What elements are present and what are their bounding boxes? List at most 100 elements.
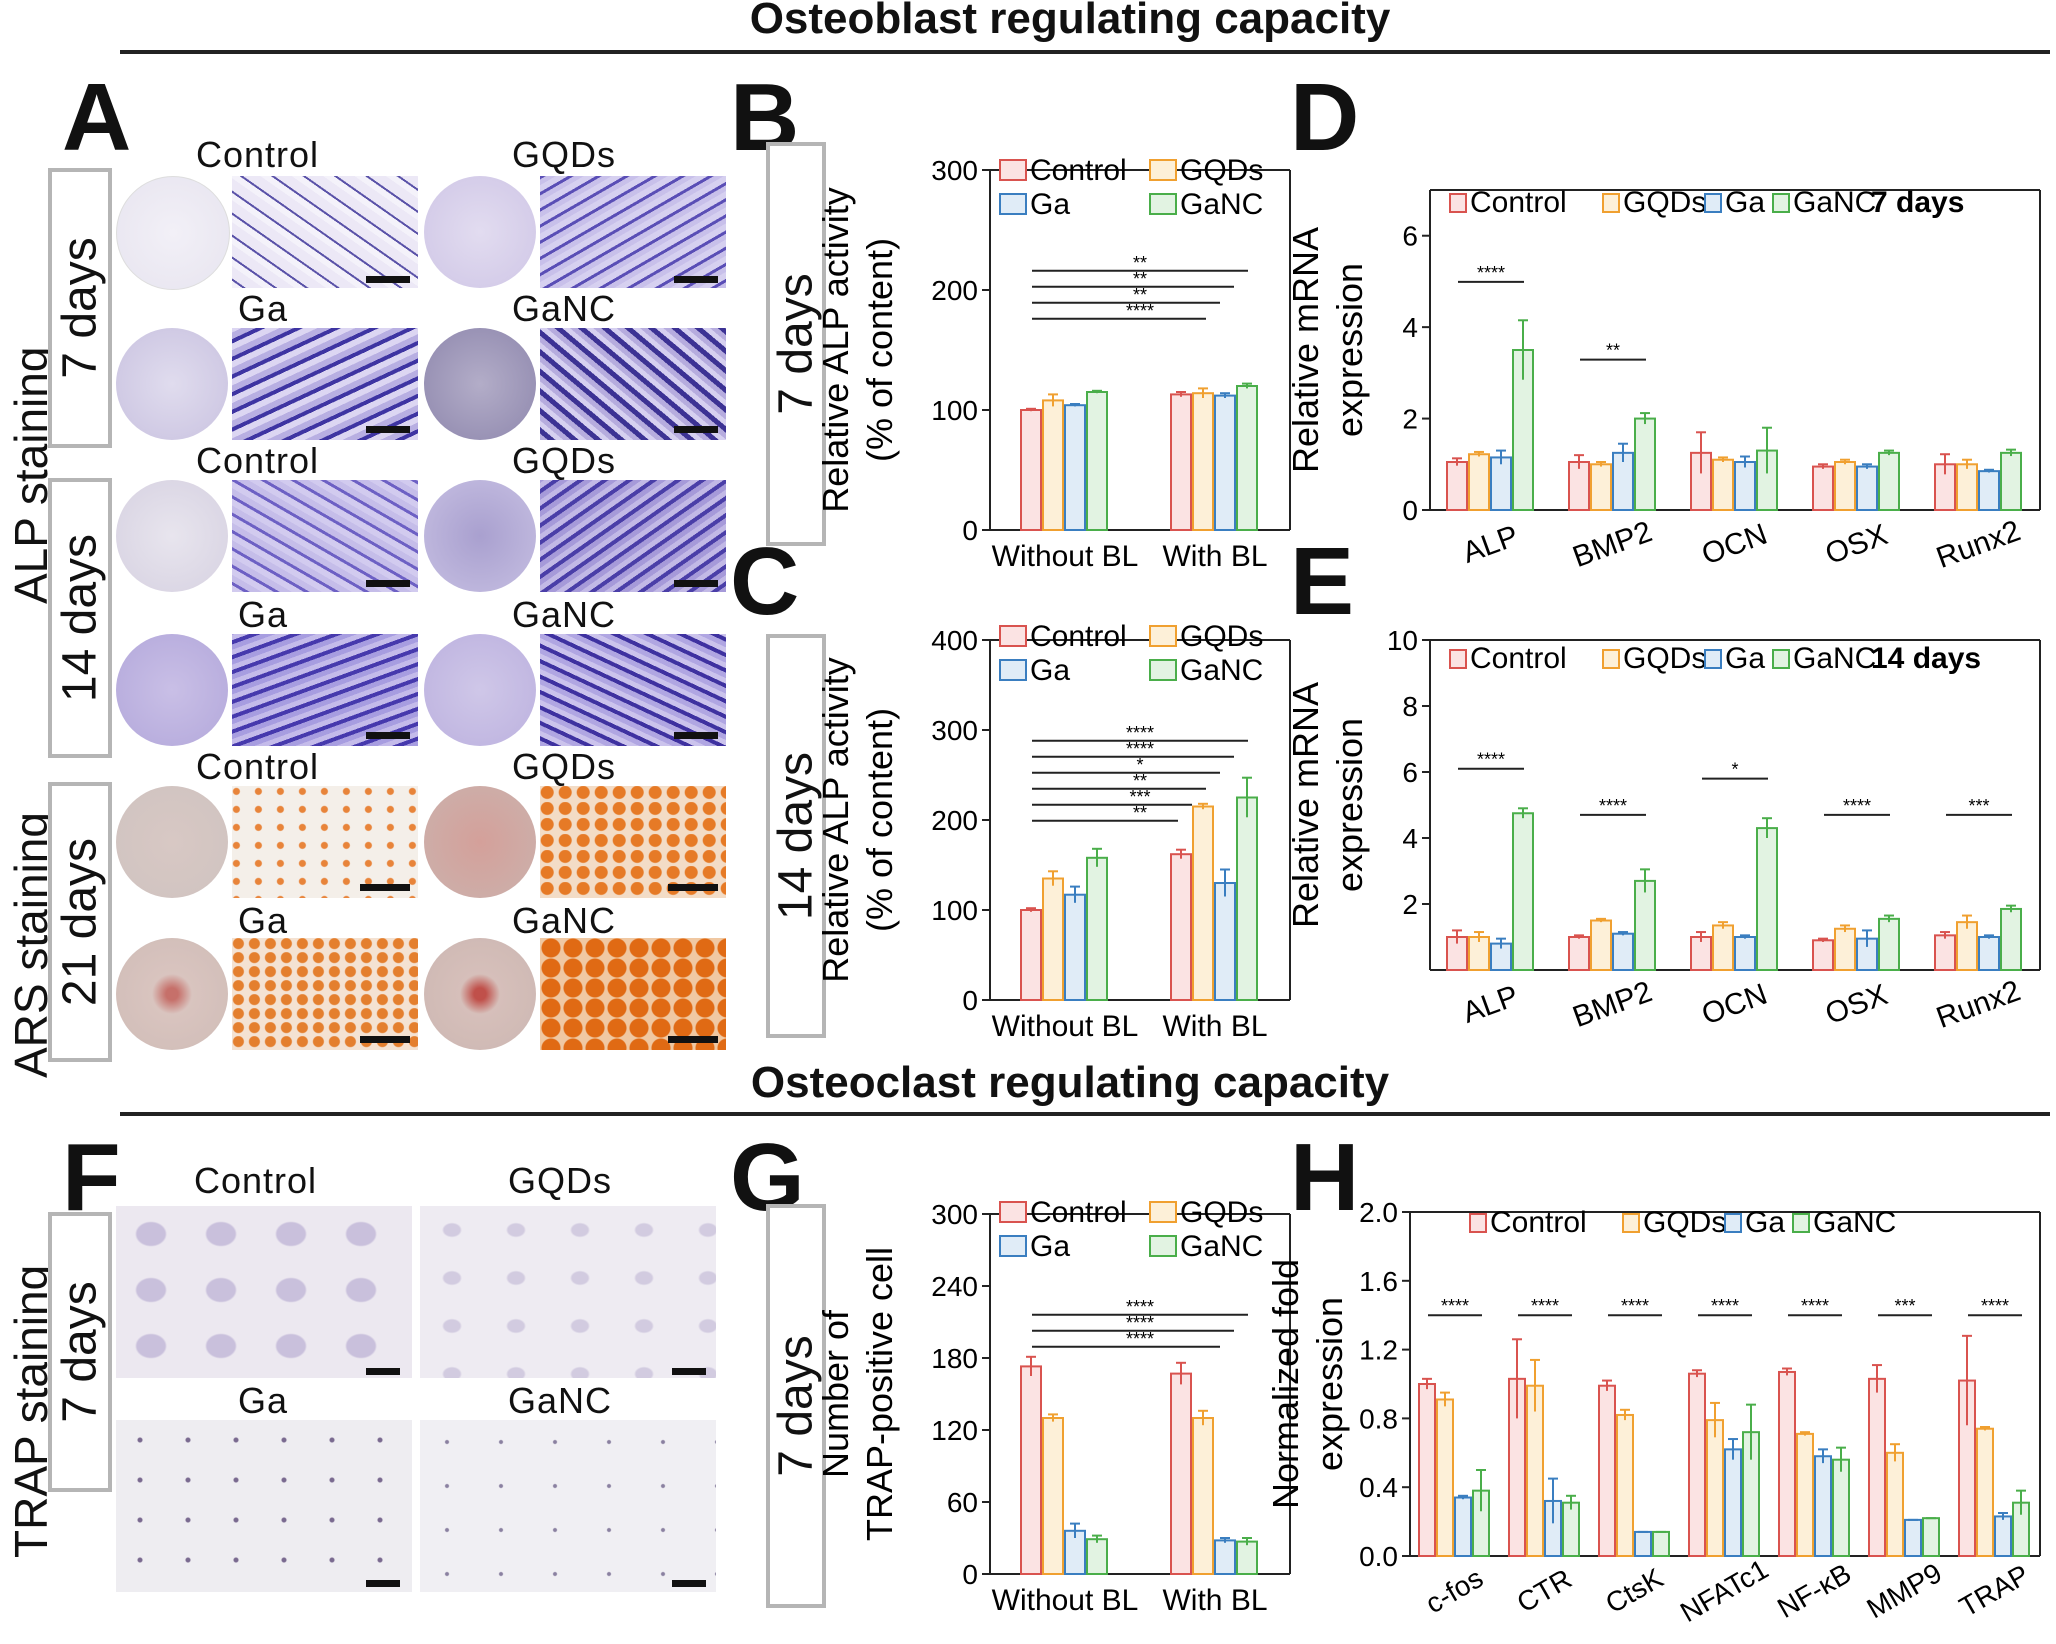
y-tick-label: 120 [931, 1415, 978, 1446]
bar-control [1020, 1365, 1042, 1575]
bar-ganc [1634, 417, 1656, 512]
significance-label: * [1731, 760, 1738, 780]
bar-control [1446, 461, 1468, 511]
significance-label: *** [1894, 1296, 1915, 1316]
y-axis-label: Normalized fold [1270, 1259, 1306, 1509]
legend-swatch-control [999, 159, 1027, 181]
legend-swatch-control [1449, 193, 1467, 213]
bar-control [1778, 1370, 1796, 1557]
y-tick-label: 400 [931, 625, 978, 656]
micro-ganc-14d [540, 634, 726, 746]
time-box-21days-ars: 21 days [48, 782, 112, 1062]
bar-ganc [1236, 385, 1258, 531]
significance-label: **** [1711, 1296, 1739, 1316]
bar-gqds [1192, 1417, 1214, 1575]
y-axis-label: (% of content) [859, 238, 900, 462]
y-tick-label: 200 [931, 275, 978, 306]
dish-ga-14d [116, 634, 228, 746]
micro-control-7d [232, 176, 418, 288]
micro-control-14d [232, 480, 418, 592]
bar-control [1418, 1383, 1436, 1557]
scale-bar [366, 426, 410, 433]
significance-label: **** [1126, 739, 1154, 759]
legend-label-ga: Ga [1030, 188, 1070, 221]
significance-label: **** [1843, 796, 1871, 816]
significance-label: *** [1129, 787, 1150, 807]
legend-label-ganc: GaNC [1793, 642, 1876, 675]
bar-ga [1734, 461, 1756, 511]
img-title-control-14d: Control [196, 440, 320, 481]
y-tick-label: 1.6 [1359, 1266, 1398, 1297]
significance-label: **** [1126, 1313, 1154, 1333]
significance-label: **** [1126, 301, 1154, 321]
bar-gqds [1886, 1451, 1904, 1557]
bar-ganc [1086, 391, 1108, 531]
bar-gqds [1956, 463, 1978, 511]
legend-swatch-control [999, 1201, 1027, 1223]
img-title-control-7d: Control [196, 134, 320, 175]
bar-ganc [1652, 1530, 1670, 1558]
bar-gqds [1590, 463, 1612, 511]
bar-ga [1064, 893, 1086, 1002]
y-axis-label: Relative ALP activity [820, 187, 856, 513]
y-tick-label: 2 [1402, 404, 1418, 435]
osteoblast-header: Osteoblast regulating capacity [749, 0, 1391, 43]
bar-ganc [1878, 917, 1900, 972]
legend-swatch-ganc [1792, 1213, 1810, 1233]
time-box-7days-trap: 7 days [48, 1212, 112, 1492]
y-axis-label: expression [1329, 263, 1370, 437]
bar-ga [1634, 1530, 1652, 1558]
legend-timepoint: 14 days [1871, 642, 1981, 675]
y-axis-label: expression [1309, 1297, 1350, 1471]
x-tick-label: With BL [1162, 1584, 1267, 1617]
bar-control [1868, 1377, 1886, 1557]
legend-label-gqds: GQDs [1180, 1196, 1263, 1229]
y-tick-label: 300 [931, 1199, 978, 1230]
y-tick-label: 0.0 [1359, 1541, 1398, 1572]
bar-ga [1978, 470, 2000, 511]
micro-ganc-21d [540, 938, 726, 1050]
y-tick-label: 0 [1402, 495, 1418, 526]
bar-ga [1612, 932, 1634, 972]
y-axis-label: Relative mRNA [1290, 227, 1326, 473]
bar-gqds [1042, 1417, 1064, 1575]
y-tick-label: 180 [931, 1343, 978, 1374]
x-tick-label: ALP [1458, 979, 1523, 1029]
bar-control [1170, 393, 1192, 531]
bar-ganc [1562, 1501, 1580, 1557]
legend-label-ganc: GaNC [1180, 1230, 1263, 1263]
panel-label-a: A [62, 64, 132, 171]
y-axis-label-group: Relative ALP activity (% of content) [820, 187, 900, 513]
y-tick-label: 0 [962, 515, 978, 546]
bar-ga [1214, 882, 1236, 1001]
y-tick-label: 6 [1402, 757, 1418, 788]
significance-label: **** [1621, 1296, 1649, 1316]
legend-label-gqds: GQDs [1180, 620, 1263, 653]
x-tick-label: OCN [1698, 518, 1772, 572]
time-box-14days-c: 14 days [766, 634, 826, 1038]
micro-ga-21d [232, 938, 418, 1050]
bar-ganc [2000, 451, 2022, 512]
bar-ga [1814, 1455, 1832, 1557]
bar-gqds [1976, 1427, 1994, 1557]
dish-control-7d [116, 176, 230, 290]
significance-label: **** [1477, 263, 1505, 283]
bar-ganc [1832, 1458, 1850, 1557]
bar-ganc [1236, 1540, 1258, 1576]
legend-swatch-ganc [1772, 649, 1790, 669]
x-tick-label: With BL [1162, 1010, 1267, 1043]
significance-label: * [1136, 755, 1143, 775]
scale-bar [366, 732, 410, 739]
bar-control [1170, 853, 1192, 1001]
y-axis-label: Number of [820, 1309, 856, 1478]
legend-label-control: Control [1030, 1196, 1127, 1229]
bar-gqds [1468, 453, 1490, 512]
bar-ga [1724, 1448, 1742, 1557]
img-title-gqds-21d: GQDs [512, 746, 617, 787]
x-tick-label: With BL [1162, 540, 1267, 573]
legend-swatch-control [1469, 1213, 1487, 1233]
img-title-gqds-7d: GQDs [512, 134, 617, 175]
img-title-control-21d: Control [196, 746, 320, 787]
y-axis-label-group: Relative mRNA expression [1290, 227, 1370, 473]
bar-control [1020, 409, 1042, 531]
